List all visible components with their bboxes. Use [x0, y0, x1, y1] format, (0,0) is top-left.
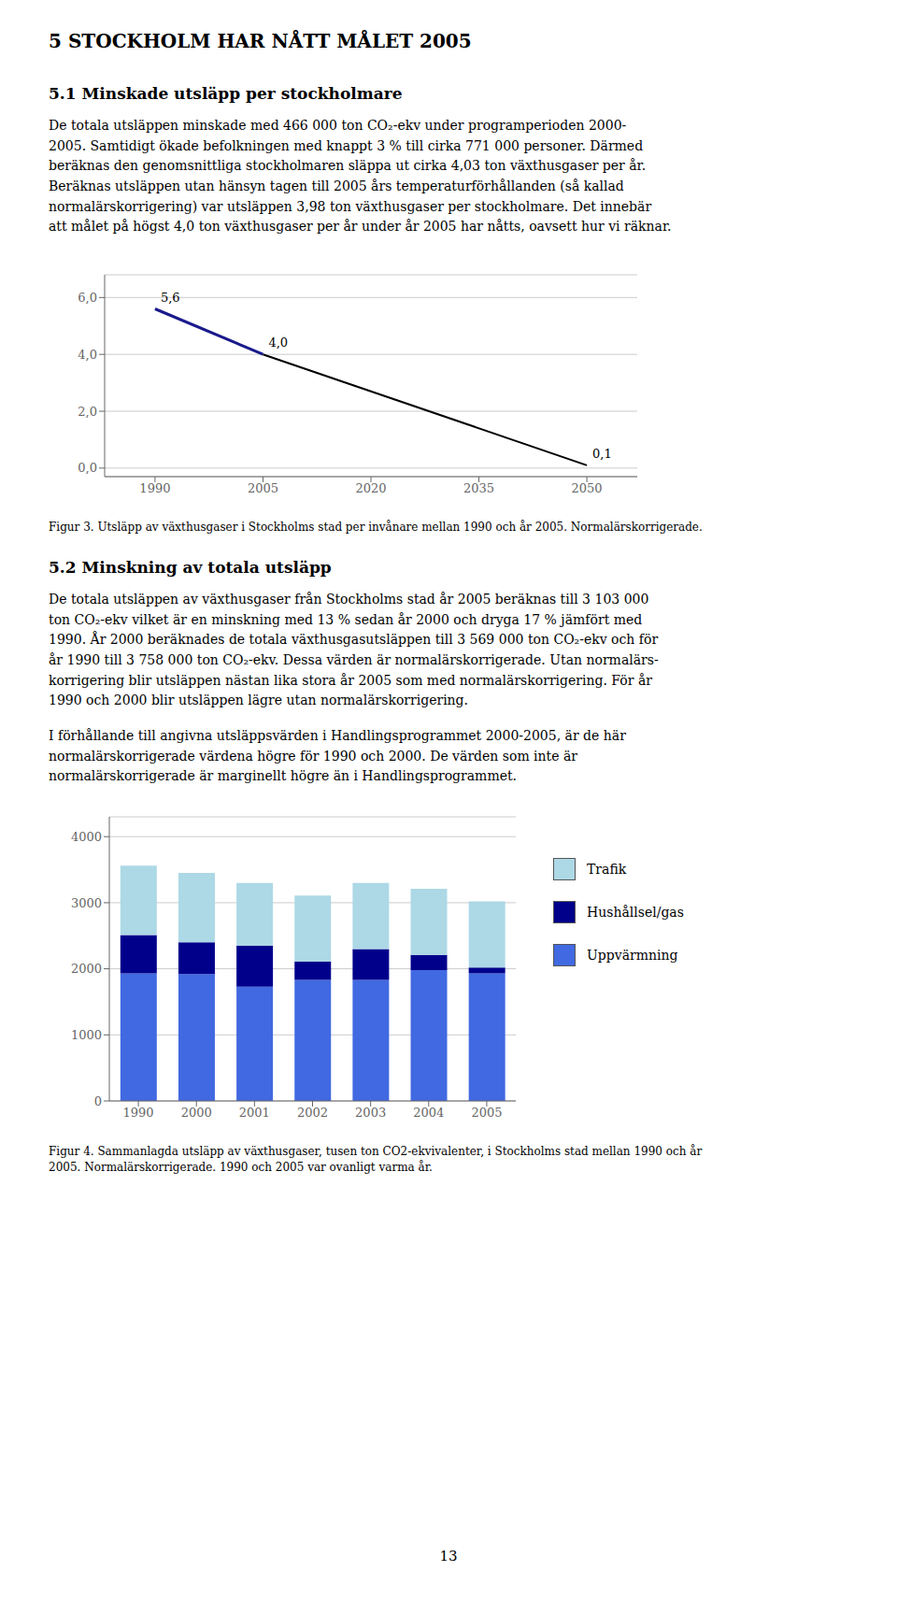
html-text:De totala utsläppen minskade m: De totala utsläppen minskade med 466 000… [48, 117, 672, 234]
svg-text:0,1: 0,1 [592, 446, 613, 461]
html-text:5.1 Minskade utsläpp per stock: 5.1 Minskade utsläpp per stockholmare [48, 84, 403, 103]
svg-text:2050: 2050 [571, 481, 603, 496]
svg-text:3000: 3000 [71, 896, 102, 911]
svg-text:2005: 2005 [470, 1105, 502, 1120]
svg-text:2004: 2004 [412, 1105, 444, 1120]
svg-text:1000: 1000 [71, 1027, 102, 1042]
svg-text:2035: 2035 [463, 481, 495, 496]
html-text:Figur 4. Sammanlagda utsläpp a: Figur 4. Sammanlagda utsläpp av växthusg… [48, 1144, 702, 1174]
svg-text:2005: 2005 [247, 481, 279, 496]
svg-text:2000: 2000 [181, 1105, 213, 1120]
html-text:Hushållsel/gas: Hushållsel/gas [586, 904, 684, 920]
svg-text:4000: 4000 [71, 829, 102, 844]
svg-text:4,0: 4,0 [268, 335, 288, 350]
svg-text:1990: 1990 [123, 1105, 155, 1120]
svg-text:2000: 2000 [71, 961, 102, 976]
html-text:Uppvärmning: Uppvärmning [586, 947, 678, 963]
html-text:5.2 Minskning av totala utsläp: 5.2 Minskning av totala utsläpp [48, 557, 332, 577]
html-text:Trafik: Trafik [586, 861, 627, 877]
svg-text:2003: 2003 [355, 1105, 386, 1120]
html-text:I förhållande till angivna uts: I förhållande till angivna utsläppsvärde… [48, 727, 626, 784]
html-text:5 STOCKHOLM HAR NÅTT MÅLET 200: 5 STOCKHOLM HAR NÅTT MÅLET 2005 [48, 29, 472, 53]
svg-text:2020: 2020 [355, 481, 386, 496]
svg-text:2002: 2002 [297, 1105, 328, 1120]
svg-text:2,0: 2,0 [77, 404, 98, 419]
svg-text:4,0: 4,0 [77, 347, 98, 362]
html-text:De totala utsläppen av växthus: De totala utsläppen av växthusgaser från… [48, 591, 659, 708]
html-text:Figur 3. Utsläpp av växthusgas: Figur 3. Utsläpp av växthusgaser i Stock… [48, 520, 703, 534]
svg-text:1990: 1990 [139, 481, 171, 496]
svg-text:6,0: 6,0 [77, 290, 98, 305]
svg-text:0: 0 [94, 1094, 102, 1109]
svg-text:5,6: 5,6 [160, 290, 181, 305]
svg-text:2001: 2001 [239, 1105, 271, 1120]
svg-text:0,0: 0,0 [77, 461, 98, 476]
html-text:13: 13 [439, 1547, 458, 1565]
